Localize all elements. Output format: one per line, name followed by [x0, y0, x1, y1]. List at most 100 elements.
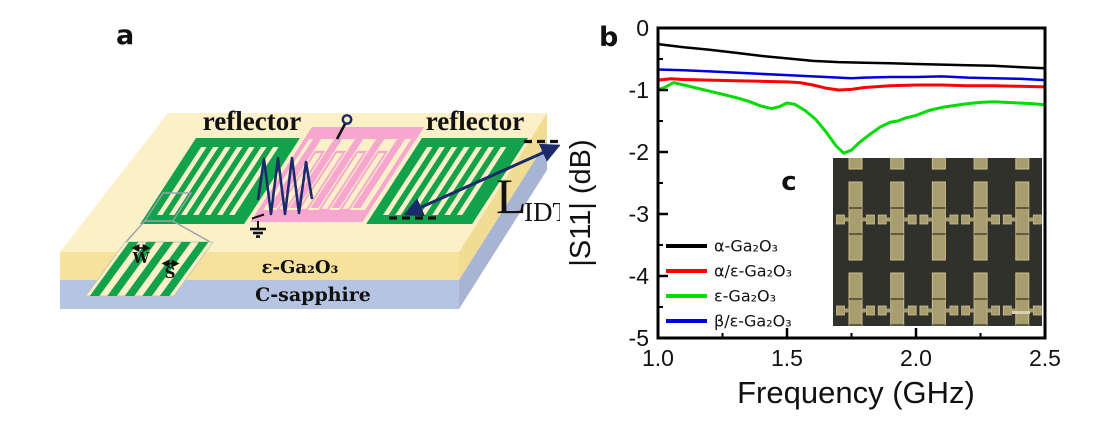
device-bar	[931, 158, 946, 170]
device-pad-stub	[1011, 127, 1016, 131]
device-bar	[890, 181, 905, 261]
device-bar	[848, 158, 863, 170]
idt-bottom-bus	[250, 210, 371, 222]
device-pad-stub	[886, 127, 891, 131]
idt-top-bus	[304, 127, 424, 139]
legend-label-alpha: α-Ga₂O₃	[714, 237, 778, 256]
device-pad	[837, 124, 845, 133]
device-pad	[962, 124, 970, 133]
micrograph-device	[1002, 181, 1042, 261]
micrograph-device	[837, 124, 867, 170]
device-pad-stub	[862, 217, 867, 222]
micrograph-device	[836, 181, 875, 261]
device-pad	[907, 214, 917, 225]
device-pad-stub	[1028, 308, 1034, 313]
y-tick-label: -5	[629, 325, 649, 351]
device-pad	[949, 305, 959, 316]
grating-slot	[192, 147, 243, 215]
device-pad	[961, 214, 970, 225]
y-tick-label: -1	[629, 77, 649, 103]
legend-label-beta-eps: β/ε-Ga₂O₃	[714, 312, 792, 331]
device-pad-stub	[904, 127, 909, 131]
device-pad	[991, 214, 1000, 225]
device-pad-stub	[886, 217, 891, 222]
zoom-callout-line-right	[172, 220, 213, 244]
lidt-label-main: L	[496, 168, 527, 224]
device-bar	[973, 181, 988, 261]
device-pad-stub	[945, 127, 950, 131]
y-tick-label: 0	[636, 15, 649, 41]
device-pad	[991, 305, 1000, 316]
device-pad	[919, 214, 929, 225]
panel-a-schematic: a reflector reflector L IDT ε-Ga₂O₃ C-sa…	[60, 20, 560, 309]
device-pad	[908, 124, 916, 133]
device-pad-stub	[844, 308, 849, 313]
probe-lead	[335, 123, 347, 140]
curve-alpha	[656, 42, 1047, 70]
device-pad-stub	[1029, 127, 1034, 131]
device-pad	[920, 124, 928, 133]
zoom-callout-line-left	[124, 220, 146, 244]
device-pad-stub	[927, 217, 933, 222]
grating-slot	[180, 147, 231, 215]
reflector-right-label: reflector	[426, 106, 524, 136]
zoom-inset-electrode	[107, 242, 156, 296]
lidt-label-sub: IDT	[524, 197, 560, 227]
device-bar	[1015, 181, 1030, 261]
legend-label-eps: ε-Ga₂O₃	[714, 287, 776, 306]
electrode-spacing-label: S	[165, 264, 176, 282]
reflector-left-grating	[140, 138, 300, 224]
device-pad	[866, 214, 875, 225]
device-pad	[919, 305, 929, 316]
y-tick-label: -4	[629, 263, 650, 289]
micrograph-device	[920, 124, 950, 170]
idt-finger-top	[331, 139, 385, 208]
device-pad-stub	[886, 308, 891, 313]
device-pad	[961, 305, 970, 316]
grating-slot	[228, 147, 279, 215]
scale-bar	[1012, 311, 1030, 314]
device-pad	[1002, 214, 1012, 225]
device-pad	[907, 305, 917, 316]
device-pad-stub	[927, 308, 933, 313]
micrograph-device	[919, 272, 959, 326]
zoom-callout-rect	[143, 192, 193, 222]
device-pad-stub	[903, 217, 909, 222]
device-pad-stub	[945, 217, 950, 222]
device-pad-stub	[862, 127, 867, 131]
device-pad-stub	[844, 217, 849, 222]
idt-finger-bottom	[296, 150, 347, 212]
device-pad-stub	[969, 217, 975, 222]
micrograph-device	[886, 124, 916, 170]
device-pad	[1032, 214, 1042, 225]
panel-b-chart: 1.0 1.5 2.0 2.5 0 -1 -2 -3 -4 -5 α-Ga₂O₃ α/ε-Ga₂O₃ ε…	[565, 15, 1061, 410]
device-pad-stub	[987, 308, 992, 313]
inset-label: c	[781, 167, 796, 197]
layer-top-label: ε-Ga₂O₃	[262, 257, 339, 278]
ground-icon	[250, 213, 266, 238]
layer-bottom-label: C-sapphire	[255, 284, 371, 306]
plot-area: 1.0 1.5 2.0 2.5 0 -1 -2 -3 -4 -5 α-Ga₂O₃ α/ε-Ga₂O₃ ε…	[629, 15, 1061, 371]
grating-slot	[168, 147, 219, 215]
idt-left-rail	[250, 127, 317, 222]
device-pad	[866, 305, 875, 316]
device-pad-stub	[1011, 217, 1016, 222]
x-axis-title: Frequency (GHz)	[737, 375, 975, 410]
device-pad	[1032, 305, 1042, 316]
micrograph-device	[877, 272, 917, 326]
device-bar	[890, 158, 905, 170]
device-bar	[1015, 158, 1030, 170]
device-pad-stub	[845, 127, 850, 131]
electrode-zoom-inset	[84, 241, 214, 297]
micrograph-device	[877, 181, 917, 261]
panel-a-label: a	[116, 20, 134, 51]
zoom-inset-electrode	[142, 242, 191, 296]
x-tick-label: 2.0	[900, 345, 932, 371]
y-tick-label: -3	[629, 201, 649, 227]
device-pad-stub	[903, 308, 909, 313]
device-pad	[1003, 124, 1011, 133]
idt-finger-bottom	[317, 150, 368, 212]
device-pad-stub	[987, 127, 992, 131]
device-bar	[973, 158, 988, 170]
